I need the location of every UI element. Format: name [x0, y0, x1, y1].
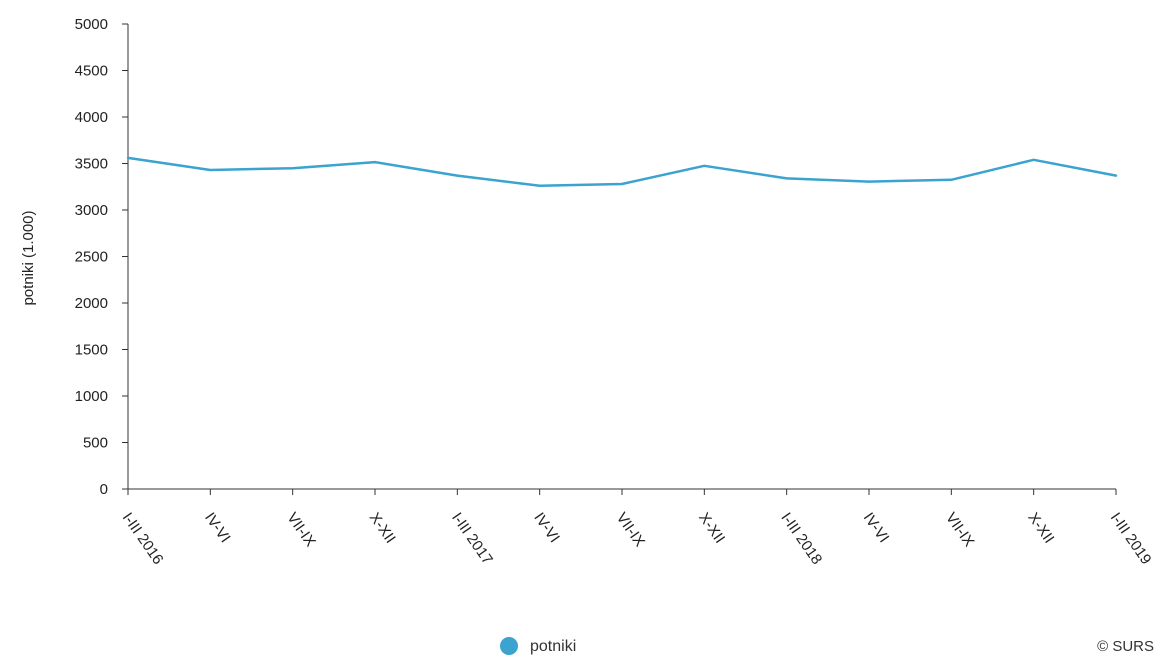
x-tick-label: I-III 2017 [448, 510, 496, 568]
y-tick-label: 1500 [75, 342, 108, 359]
data-point[interactable] [700, 162, 708, 170]
data-point[interactable] [536, 182, 544, 190]
x-tick-label: X-XII [695, 510, 728, 547]
data-point[interactable] [453, 172, 461, 180]
data-point[interactable] [206, 166, 214, 174]
data-point[interactable] [289, 164, 297, 172]
data-point[interactable] [947, 176, 955, 184]
x-tick-label: VII-IX [283, 510, 318, 550]
y-tick-label: 2000 [75, 295, 108, 312]
x-tick-label: VII-IX [942, 510, 977, 550]
legend-label: potniki [530, 638, 576, 655]
x-tick-label: I-III 2018 [777, 510, 825, 568]
x-tick-label: X-XII [1024, 510, 1057, 547]
data-point[interactable] [618, 180, 626, 188]
series-line-potniki[interactable] [126, 156, 1118, 188]
x-tick-label: I-III 2019 [1107, 510, 1155, 568]
data-point[interactable] [865, 178, 873, 186]
y-tick-label: 2500 [75, 249, 108, 266]
x-tick-label: IV-VI [530, 510, 563, 546]
y-tick-label: 0 [100, 481, 108, 498]
y-tick-label: 3500 [75, 156, 108, 173]
series-layer [124, 154, 1120, 190]
legend[interactable]: potniki [500, 637, 576, 655]
y-tick-label: 4000 [75, 109, 108, 126]
y-tick-label: 1000 [75, 388, 108, 405]
x-tick-label: IV-VI [860, 510, 893, 546]
data-point[interactable] [371, 158, 379, 166]
legend-marker [500, 637, 518, 655]
x-tick-label: X-XII [366, 510, 399, 547]
y-axis-title: potniki (1.000) [20, 210, 37, 305]
x-tick-label: I-III 2016 [119, 510, 167, 568]
y-tick-label: 4500 [75, 63, 108, 80]
data-point[interactable] [783, 174, 791, 182]
data-point[interactable] [1030, 156, 1038, 164]
y-tick-label: 3000 [75, 202, 108, 219]
y-tick-label: 5000 [75, 16, 108, 33]
x-axis: I-III 2016 IV-VI VII-IX X-XII I-III 2017 IV-V… [119, 489, 1155, 568]
data-point[interactable] [1112, 172, 1120, 180]
y-tick-label: 500 [83, 435, 108, 452]
x-tick-label: VII-IX [613, 510, 648, 550]
x-tick-label: IV-VI [201, 510, 234, 546]
credit-text: © SURS [1097, 638, 1154, 655]
data-point[interactable] [124, 154, 132, 162]
y-axis: 0 500 1000 1500 2000 2500 3000 3500 4000 4500 5000 [75, 16, 128, 498]
